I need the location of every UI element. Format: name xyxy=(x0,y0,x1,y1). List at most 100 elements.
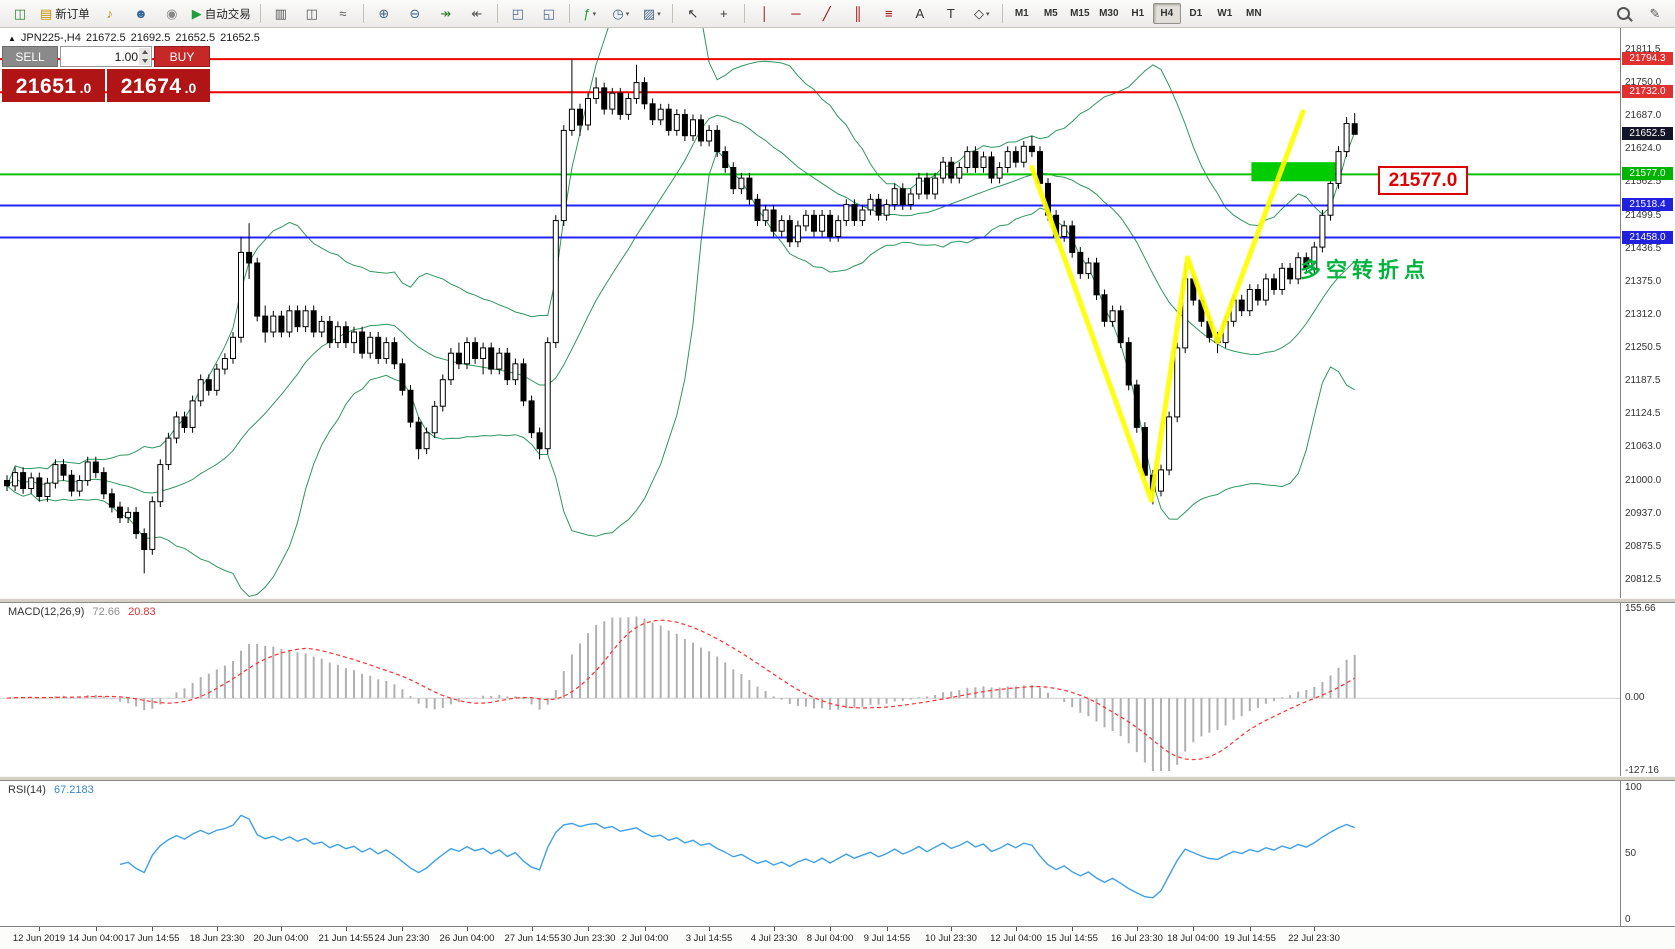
price-tag: 21458.0 xyxy=(1622,231,1673,244)
zoom-in-icon[interactable]: ⊕ xyxy=(369,2,399,26)
time-axis-label: 9 Jul 14:55 xyxy=(863,933,911,944)
community-icon: ◉ xyxy=(166,6,178,21)
community-icon[interactable]: ◉ xyxy=(157,2,187,26)
volume-up-icon[interactable] xyxy=(141,50,148,55)
sell-button[interactable]: SELL xyxy=(2,46,58,67)
chart-window: ▲ JPN225-,H4 21672.5 21692.5 21652.5 216… xyxy=(0,28,1675,949)
cascade-windows-icon[interactable]: ◱ xyxy=(534,2,564,26)
time-axis[interactable]: 12 Jun 2019 14 Jun 04:00 17 Jun 14:55 18 Ju… xyxy=(0,926,1675,949)
label-icon[interactable]: T xyxy=(936,2,966,26)
timeframe-m15-button[interactable]: M15 xyxy=(1070,8,1090,19)
alerts-horn-icon[interactable]: ♪ xyxy=(95,2,125,26)
text-icon[interactable]: A xyxy=(905,2,935,26)
profile-icon: ☻ xyxy=(133,6,148,21)
horizontal-line-icon[interactable]: ─ xyxy=(781,2,811,26)
time-axis-tick xyxy=(709,927,710,931)
fibonacci-icon[interactable]: ≡ xyxy=(874,2,904,26)
templates-icon[interactable]: ▨ ▾ xyxy=(637,2,667,26)
volume-value: 1.00 xyxy=(114,49,138,64)
one-click-trading-panel: SELL 1.00 BUY 21651 .0 21674 .0 xyxy=(2,46,210,102)
time-axis-tick xyxy=(1193,927,1194,931)
annotation-note[interactable]: 多空转折点 xyxy=(1300,259,1430,282)
main-pane xyxy=(0,28,1620,598)
indicators-icon[interactable]: ƒ ▾ xyxy=(575,2,605,26)
profile-icon[interactable]: ☻ xyxy=(126,2,156,26)
shapes-icon[interactable]: ◇ ▾ xyxy=(967,2,997,26)
rsi-pane xyxy=(119,814,1355,899)
crosshair-icon[interactable]: + xyxy=(709,2,739,26)
text-icon: A xyxy=(915,6,925,21)
edit-icon[interactable]: ✎ xyxy=(1640,2,1670,26)
price-tag: 21518.4 xyxy=(1622,198,1673,211)
shapes-icon: ◇ xyxy=(974,6,985,21)
line-chart-icon[interactable]: ≈ xyxy=(328,2,358,26)
indicator-axis-label: 100 xyxy=(1625,782,1642,793)
timeframe-h4-button[interactable]: H4 xyxy=(1152,3,1181,24)
alerts-horn-icon: ♪ xyxy=(106,6,114,21)
cursor-icon[interactable]: ↖ xyxy=(678,2,708,26)
search-icon[interactable] xyxy=(1608,2,1638,26)
time-axis-tick xyxy=(1072,927,1073,931)
ohlc-low: 21652.5 xyxy=(175,32,216,44)
symbol-marker-icon: ▲ xyxy=(8,33,16,43)
candlestick-chart-icon[interactable]: ◫ xyxy=(297,2,327,26)
timeframe-m30-button[interactable]: M30 xyxy=(1099,8,1119,19)
time-axis-tick xyxy=(1250,927,1251,931)
time-axis-tick xyxy=(951,927,952,931)
rsi-splitter[interactable] xyxy=(0,776,1675,781)
bar-chart-icon: ▥ xyxy=(274,6,287,21)
chart-shift-icon[interactable]: ↞ xyxy=(462,2,492,26)
time-axis-tick xyxy=(96,927,97,931)
trendline-icon[interactable]: ╱ xyxy=(812,2,842,26)
timeframe-w1-button[interactable]: W1 xyxy=(1217,8,1233,19)
rsi-name: RSI(14) xyxy=(8,784,46,796)
time-axis-label: 12 Jun 2019 xyxy=(12,933,66,944)
tile-windows-icon: ◰ xyxy=(511,6,524,21)
zoom-out-icon[interactable]: ⊖ xyxy=(400,2,430,26)
price-axis[interactable]: 21811.5 21750.0 21687.0 21624.0 21562.5 21499… xyxy=(1620,28,1675,926)
tile-windows-icon[interactable]: ◰ xyxy=(503,2,533,26)
auto-scroll-icon[interactable]: ↠ xyxy=(431,2,461,26)
price-callout-box[interactable]: 21577.0 xyxy=(1378,166,1468,195)
crosshair-icon: + xyxy=(720,6,728,21)
time-axis-label: 27 Jun 14:55 xyxy=(504,933,560,944)
price-axis-label: 21000.0 xyxy=(1625,475,1662,486)
buy-price-display[interactable]: 21674 .0 xyxy=(107,69,210,102)
volume-spinner[interactable] xyxy=(139,48,150,65)
chevron-down-icon: ▾ xyxy=(625,10,630,18)
time-axis-tick xyxy=(217,927,218,931)
timeframe-m1-button[interactable]: M1 xyxy=(1014,8,1029,19)
bar-chart-icon[interactable]: ▥ xyxy=(266,2,296,26)
charts-icon[interactable]: ◫ xyxy=(5,2,35,26)
price-tag: 21732.0 xyxy=(1622,85,1673,98)
autotrading-button[interactable]: ▶ 自动交易 xyxy=(188,2,255,26)
channel-icon[interactable]: ║ xyxy=(843,2,873,26)
chevron-down-icon: ▾ xyxy=(592,10,597,18)
macd-splitter[interactable] xyxy=(0,598,1675,603)
timeframe-mn-button[interactable]: MN xyxy=(1246,8,1262,19)
timeframe-m5-button[interactable]: M5 xyxy=(1043,8,1058,19)
periods-icon[interactable]: ◷ ▾ xyxy=(606,2,636,26)
indicators-icon: ƒ xyxy=(583,6,591,21)
sell-price-display[interactable]: 21651 .0 xyxy=(2,69,105,102)
price-axis-label: 20812.5 xyxy=(1625,574,1662,585)
buy-button[interactable]: BUY xyxy=(154,46,210,67)
price-axis-label: 21562.5 xyxy=(1625,176,1662,187)
time-axis-label: 20 Jun 04:00 xyxy=(253,933,309,944)
toolbar-separator xyxy=(259,4,261,23)
time-axis-tick xyxy=(532,927,533,931)
volume-field[interactable]: 1.00 xyxy=(60,46,152,67)
new-order-icon: ▤ xyxy=(40,6,53,21)
toolbar-separator xyxy=(362,4,364,23)
vertical-line-icon[interactable]: │ xyxy=(750,2,780,26)
chart-ohlc-title: ▲ JPN225-,H4 21672.5 21692.5 21652.5 216… xyxy=(8,32,260,44)
timeframe-d1-button[interactable]: D1 xyxy=(1189,8,1203,19)
auto-scroll-icon: ↠ xyxy=(440,6,452,21)
timeframe-h1-button[interactable]: H1 xyxy=(1131,8,1145,19)
new-order-button[interactable]: ▤ 新订单 xyxy=(36,2,94,26)
edit-icon: ✎ xyxy=(1649,6,1661,21)
chart-canvas[interactable] xyxy=(0,28,1675,949)
ohlc-high: 21692.5 xyxy=(130,32,171,44)
volume-down-icon[interactable] xyxy=(141,58,148,63)
trendline-icon: ╱ xyxy=(822,6,831,21)
